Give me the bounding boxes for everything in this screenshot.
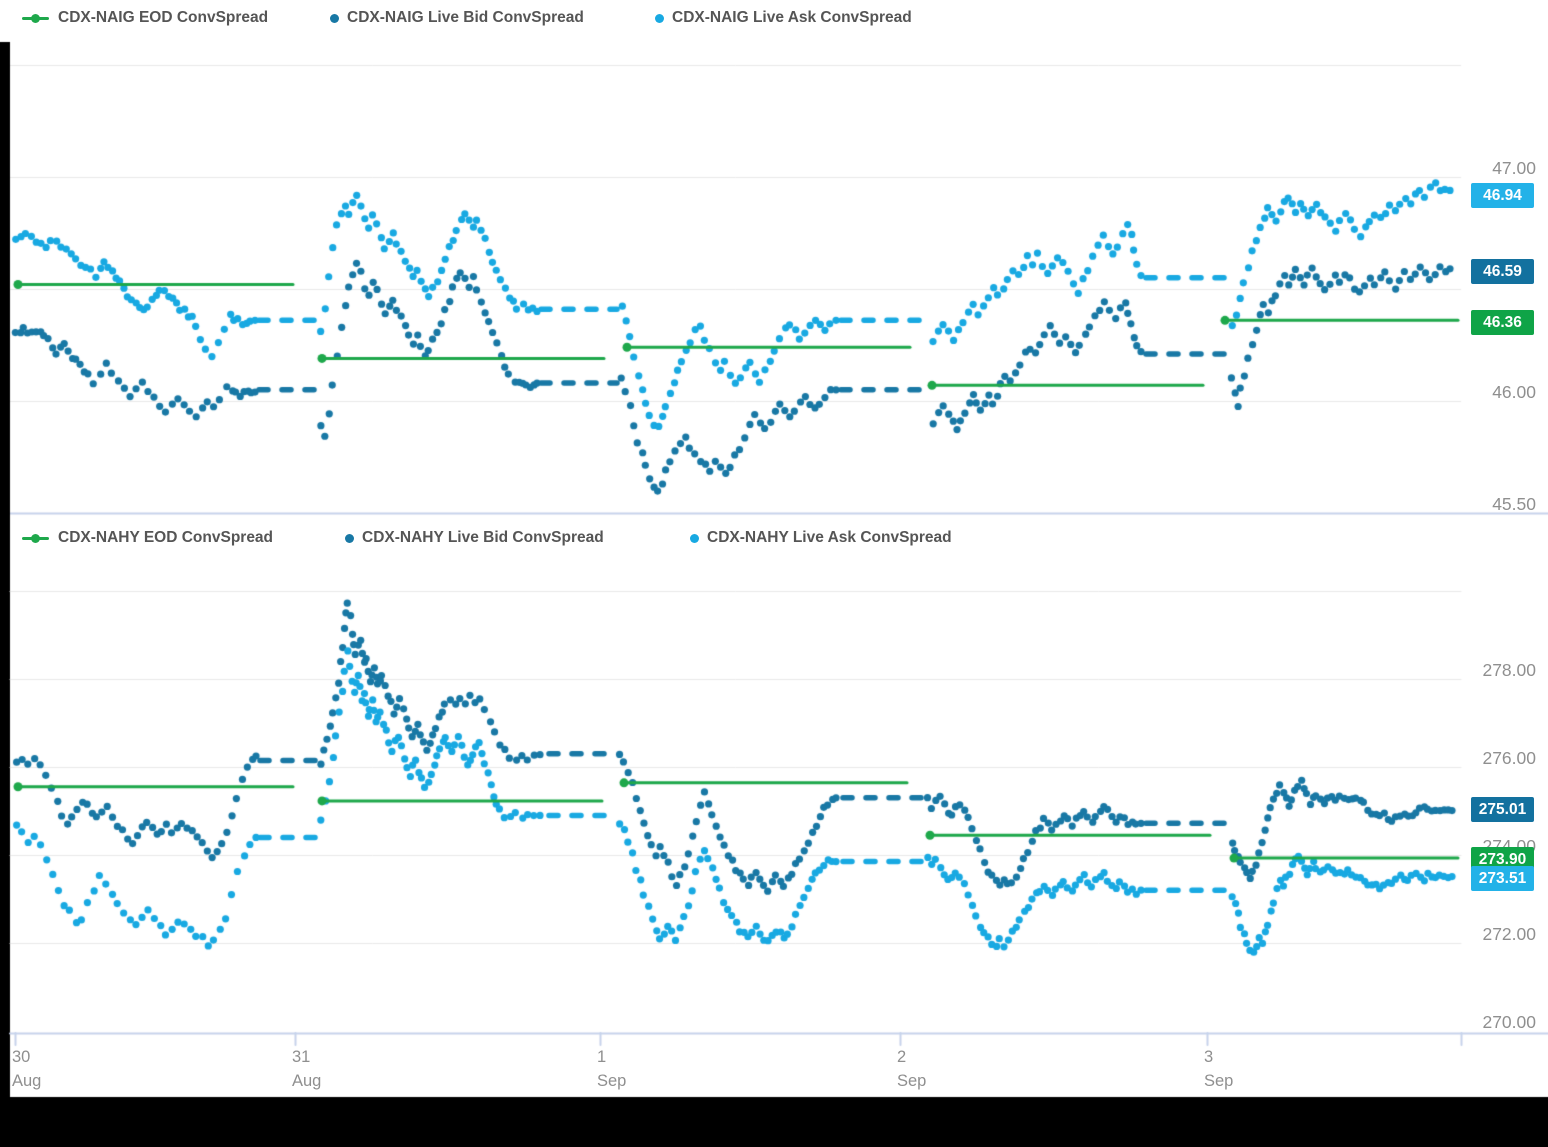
legend-label: CDX-NAHY Live Ask ConvSpread <box>707 529 952 546</box>
last-value-badge-eod: 46.36 <box>1471 310 1534 335</box>
y-axis-label: 47.00 <box>1492 158 1536 178</box>
last-value-badge-ask: 46.94 <box>1471 183 1534 208</box>
x-axis-day-label: 2 <box>897 1048 907 1066</box>
legend-nahy: CDX-NAHY EOD ConvSpread CDX-NAHY Live Bi… <box>0 525 1460 551</box>
legend-naig: CDX-NAIG EOD ConvSpread CDX-NAIG Live Bi… <box>0 5 1460 31</box>
legend-item-nahy-bid[interactable]: CDX-NAHY Live Bid ConvSpread <box>345 525 604 551</box>
ask-dot-marker-icon <box>690 533 699 543</box>
x-axis-month-label: Sep <box>1204 1072 1234 1090</box>
y-axis-label: 45.50 <box>1492 494 1536 514</box>
legend-label: CDX-NAIG EOD ConvSpread <box>58 9 269 26</box>
legend-label: CDX-NAIG Live Ask ConvSpread <box>672 9 912 26</box>
legend-label: CDX-NAIG Live Bid ConvSpread <box>347 9 584 26</box>
eod-line-marker-icon <box>22 13 49 23</box>
last-value-badge-bid: 275.01 <box>1471 797 1534 822</box>
x-axis-month-label: Sep <box>597 1072 627 1090</box>
ask-dot-marker-icon <box>655 13 664 23</box>
x-axis-day-label: 31 <box>292 1048 311 1066</box>
bid-dot-marker-icon <box>345 533 354 543</box>
legend-item-nahy-eod[interactable]: CDX-NAHY EOD ConvSpread <box>22 525 273 551</box>
y-axis-label: 270.00 <box>1482 1012 1536 1032</box>
x-axis-month-label: Sep <box>897 1072 927 1090</box>
y-axis-label: 276.00 <box>1482 748 1536 768</box>
x-axis-day-label: 30 <box>12 1048 31 1066</box>
x-axis-month-label: Aug <box>12 1072 42 1090</box>
y-axis-label: 46.00 <box>1492 382 1536 402</box>
legend-label: CDX-NAHY Live Bid ConvSpread <box>362 529 604 546</box>
last-value-badge-ask: 273.51 <box>1471 866 1534 891</box>
x-axis-day-label: 3 <box>1204 1048 1214 1066</box>
last-value-badge-bid: 46.59 <box>1471 259 1534 284</box>
legend-item-naig-eod[interactable]: CDX-NAIG EOD ConvSpread <box>22 5 268 31</box>
legend-label: CDX-NAHY EOD ConvSpread <box>58 529 274 546</box>
y-axis-label: 272.00 <box>1482 924 1536 944</box>
eod-line-marker-icon <box>22 533 49 543</box>
y-axis-label: 278.00 <box>1482 660 1536 680</box>
x-axis-month-label: Aug <box>292 1072 322 1090</box>
legend-item-nahy-ask[interactable]: CDX-NAHY Live Ask ConvSpread <box>690 525 952 551</box>
x-axis-day-label: 1 <box>597 1048 607 1066</box>
bid-dot-marker-icon <box>330 13 339 23</box>
legend-item-naig-ask[interactable]: CDX-NAIG Live Ask ConvSpread <box>655 5 912 31</box>
legend-item-naig-bid[interactable]: CDX-NAIG Live Bid ConvSpread <box>330 5 584 31</box>
